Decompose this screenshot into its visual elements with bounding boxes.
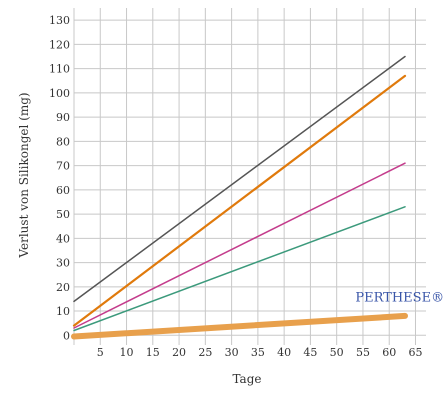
- x-tick-label: 60: [382, 346, 396, 359]
- series-line-1: [72, 74, 407, 327]
- grid: [73, 8, 426, 345]
- x-tick-label: 20: [172, 346, 186, 359]
- y-tick-label: 40: [56, 232, 70, 245]
- annotation-perthese: PERTHESE®: [355, 290, 443, 305]
- y-axis-label: Verlust von Silikongel (mg): [17, 92, 31, 258]
- x-tick-label: 25: [198, 346, 212, 359]
- series-line-4: [71, 312, 408, 340]
- x-axis-label: Tage: [232, 372, 261, 386]
- y-tick-label: 60: [56, 184, 70, 197]
- y-tick-label: 130: [49, 14, 70, 27]
- x-tick-label: 15: [146, 346, 160, 359]
- y-tick-label: 110: [49, 63, 70, 76]
- y-tick-label: 90: [56, 111, 70, 124]
- y-tick-label: 100: [49, 87, 70, 100]
- y-tick-label: 10: [56, 305, 70, 318]
- series-lines: [71, 55, 408, 340]
- series-line-2: [73, 162, 406, 329]
- x-tick-label: 45: [303, 346, 317, 359]
- x-tick-label: 35: [251, 346, 265, 359]
- x-tick-label: 5: [97, 346, 104, 359]
- y-tick-label: 120: [49, 38, 70, 51]
- y-tick-label: 30: [56, 257, 70, 270]
- x-tick-label: 40: [277, 346, 291, 359]
- x-tick-label: 65: [408, 346, 422, 359]
- series-line-3: [73, 206, 406, 332]
- y-tick-label: 70: [56, 160, 70, 173]
- annotations: PERTHESE®: [355, 290, 443, 305]
- series-line-0: [73, 55, 406, 303]
- y-tick-label: 80: [56, 135, 70, 148]
- tick-labels: 5 10 15 20 25 30 35 40 45 50 55 60 65 0 10 20 30 40 50 60 70…: [49, 14, 422, 359]
- x-tick-label: 30: [225, 346, 239, 359]
- y-tick-label: 0: [63, 329, 70, 342]
- y-tick-label: 50: [56, 208, 70, 221]
- x-tick-label: 55: [356, 346, 370, 359]
- x-tick-label: 10: [120, 346, 134, 359]
- y-tick-label: 20: [56, 281, 70, 294]
- x-tick-label: 50: [330, 346, 344, 359]
